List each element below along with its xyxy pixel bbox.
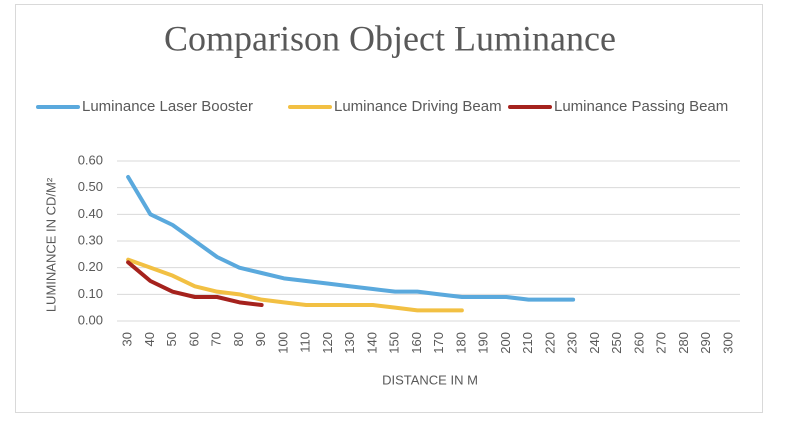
legend-label: Luminance Passing Beam	[554, 98, 728, 115]
x-tick-label: 140	[364, 332, 379, 354]
x-tick-label: 180	[453, 332, 468, 354]
x-tick-label: 200	[498, 332, 513, 354]
x-tick-label: 280	[676, 332, 691, 354]
x-tick-label: 150	[387, 332, 402, 354]
x-tick-label: 130	[342, 332, 357, 354]
x-tick-label: 190	[476, 332, 491, 354]
y-tick-label: 0.20	[78, 259, 103, 274]
x-tick-label: 40	[142, 332, 157, 346]
y-axis-title: LUMINANCE IN CD/M²	[43, 177, 58, 312]
x-tick-label: 270	[654, 332, 669, 354]
x-tick-label: 110	[298, 332, 313, 353]
x-tick-label: 50	[164, 332, 179, 346]
x-tick-label: 80	[231, 332, 246, 346]
y-tick-label: 0.30	[78, 232, 103, 247]
legend-label: Luminance Driving Beam	[334, 98, 502, 115]
series-line	[126, 260, 264, 307]
x-tick-label: 290	[698, 332, 713, 354]
x-tick-label: 230	[565, 332, 580, 354]
x-tick-label: 220	[542, 332, 557, 354]
y-tick-label: 0.00	[78, 312, 103, 327]
chart-frame	[15, 4, 763, 413]
x-tick-label: 170	[431, 332, 446, 354]
y-tick-label: 0.50	[78, 179, 103, 194]
x-tick-label: 120	[320, 332, 335, 354]
x-tick-label: 250	[609, 332, 624, 354]
series-line	[126, 175, 576, 302]
x-tick-label: 60	[186, 332, 201, 346]
x-tick-label: 210	[520, 332, 535, 354]
chart-title: Comparison Object Luminance	[164, 18, 616, 58]
x-tick-label: 70	[209, 332, 224, 346]
y-tick-label: 0.40	[78, 206, 103, 221]
x-axis-title: DISTANCE IN M	[382, 372, 478, 387]
x-tick-label: 260	[631, 332, 646, 354]
legend-label: Luminance Laser Booster	[82, 98, 253, 115]
x-tick-label: 90	[253, 332, 268, 346]
series-line	[126, 257, 464, 313]
y-tick-label: 0.60	[78, 152, 103, 167]
x-tick-label: 100	[275, 332, 290, 354]
x-tick-label: 160	[409, 332, 424, 354]
y-tick-label: 0.10	[78, 286, 103, 301]
x-tick-label: 240	[587, 332, 602, 354]
x-tick-label: 30	[120, 332, 135, 346]
x-tick-label: 300	[720, 332, 735, 354]
